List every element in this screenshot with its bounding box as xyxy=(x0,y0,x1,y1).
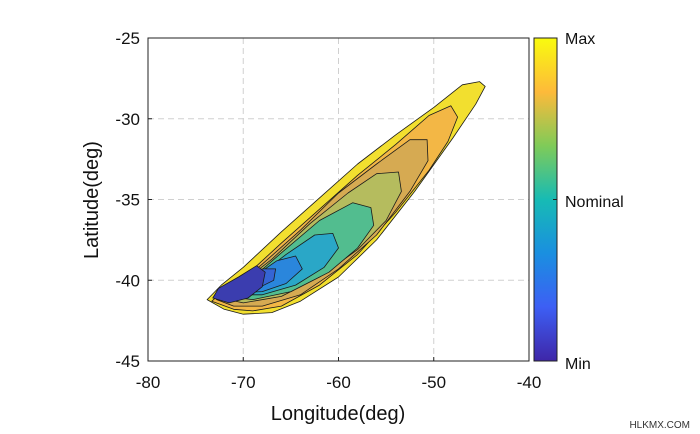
x-tick-label: -70 xyxy=(231,373,256,392)
contour-level-9 xyxy=(212,265,266,304)
x-tick-label: -50 xyxy=(421,373,446,392)
colorbar-label-max: Max xyxy=(565,31,595,48)
colorbar-label-nominal: Nominal xyxy=(565,194,624,211)
y-tick-label: -40 xyxy=(115,271,140,290)
watermark: HLKMX.COM xyxy=(629,420,690,431)
colorbar-label-min: Min xyxy=(565,356,591,373)
y-tick-label: -25 xyxy=(115,29,140,48)
y-tick-label: -35 xyxy=(115,191,140,210)
x-tick-label: -40 xyxy=(517,373,542,392)
colorbar-ticks xyxy=(553,37,557,362)
x-tick-label: -80 xyxy=(136,373,161,392)
x-axis-label: Longitude(deg) xyxy=(271,403,406,425)
contour-regions xyxy=(206,81,486,315)
axis-ticks: -80 -70 -60 -50 -40 -45 -40 -35 -30 -25 xyxy=(115,29,541,392)
y-axis-label: Latitude(deg) xyxy=(81,141,103,259)
x-tick-label: -60 xyxy=(326,373,351,392)
y-tick-label: -45 xyxy=(115,352,140,371)
y-tick-label: -30 xyxy=(115,110,140,129)
